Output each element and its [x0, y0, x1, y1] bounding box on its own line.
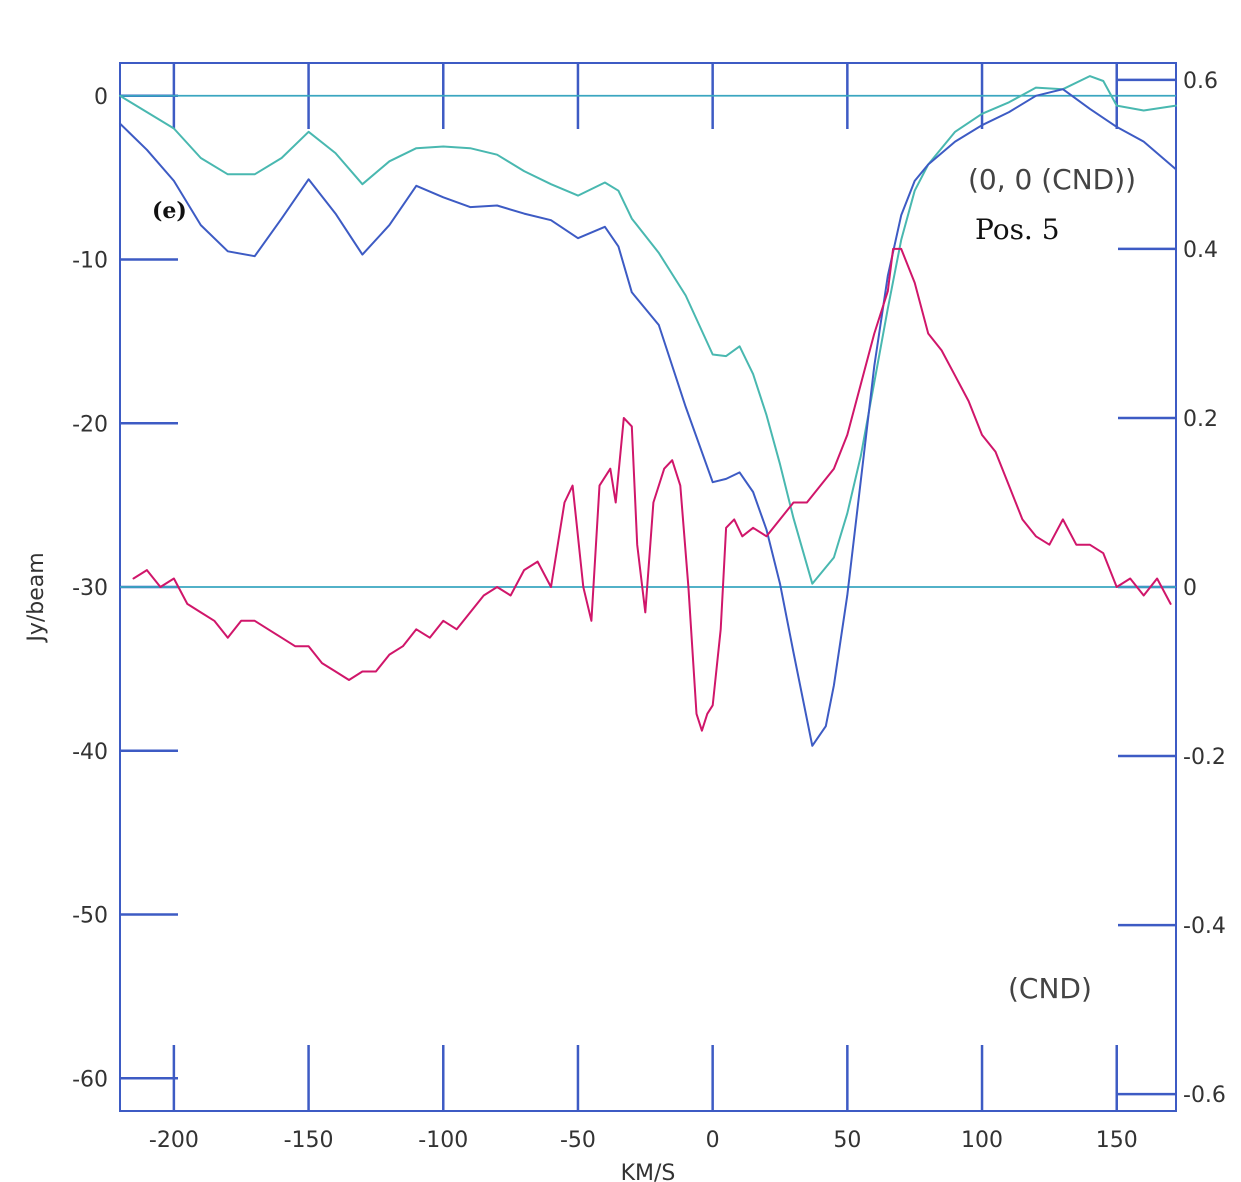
x-axis-title: KM/S	[621, 1161, 676, 1182]
y-right-tick-label: 0	[1183, 576, 1197, 601]
y-axis-title: Jy/beam	[24, 552, 49, 643]
panel-label: (e)	[152, 198, 187, 224]
y-left-tick-label: 0	[94, 85, 108, 110]
tick-labels: -200 -150 -100 -50 0 50 100 150 0 -10 -20 -30 -40 -50…	[72, 69, 1226, 1153]
y-right-tick-label: -0.6	[1183, 1083, 1226, 1108]
y-right-tick-label: 0.2	[1183, 407, 1218, 432]
position-label: (0, 0 (CND))	[968, 163, 1136, 196]
series-line-blue	[119, 88, 1177, 747]
region-label: (CND)	[1008, 972, 1092, 1005]
y-right-tick-label: 0.4	[1183, 238, 1218, 263]
y-right-tick-label: -0.2	[1183, 745, 1226, 770]
x-tick-label: 50	[833, 1128, 861, 1153]
x-tick-label: 0	[706, 1128, 720, 1153]
y-left-tick-label: -40	[72, 740, 108, 765]
x-tick-label: -100	[418, 1128, 468, 1153]
y-left-tick-label: -10	[72, 249, 108, 274]
y-left-tick-label: -20	[72, 412, 108, 437]
series-line-magenta	[132, 247, 1172, 732]
y-left-tick-label: -60	[72, 1067, 108, 1092]
y-left-tick-label: -50	[72, 904, 108, 929]
x-tick-label: -200	[149, 1128, 199, 1153]
x-tick-label: 100	[961, 1128, 1003, 1153]
x-tick-label: -150	[284, 1128, 334, 1153]
x-tick-label: 150	[1096, 1128, 1138, 1153]
series-group	[119, 75, 1177, 747]
y-right-tick-label: -0.4	[1183, 914, 1226, 939]
series-line-teal	[119, 75, 1177, 585]
pos-number-label: Pos. 5	[975, 213, 1060, 246]
x-tick-label: -50	[560, 1128, 596, 1153]
y-left-tick-label: -30	[72, 576, 108, 601]
y-right-tick-label: 0.6	[1183, 69, 1218, 94]
